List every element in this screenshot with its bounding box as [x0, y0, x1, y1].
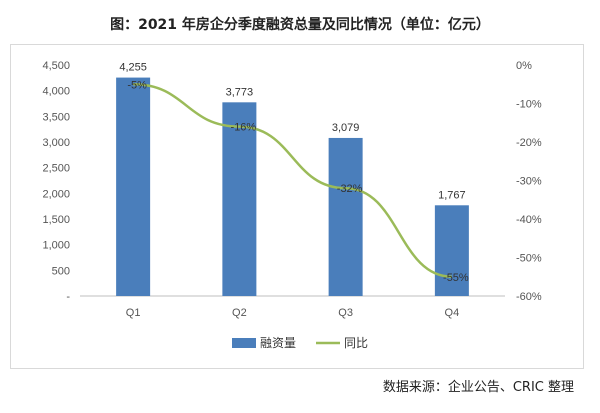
y-left-tick-label-7: 3,500 [42, 111, 70, 123]
y-right-tick-label-1: -10% [516, 99, 542, 111]
y-left-tick-label-1: 500 [52, 265, 70, 277]
bar-label-Q4: 1,767 [438, 189, 466, 201]
x-tick-label-Q1: Q1 [126, 307, 141, 319]
y-left-tick-label-2: 1,000 [42, 240, 70, 252]
y-left-tick-label-8: 4,000 [42, 86, 70, 98]
legend-label-bar: 融资量 [260, 336, 296, 350]
bar-label-Q1: 4,255 [119, 62, 147, 74]
line-label-Q4: -55% [443, 272, 469, 284]
y-left-tick-label-9: 4,500 [42, 60, 70, 72]
y-left-tick-label-0: - [66, 291, 70, 303]
bar-Q3 [328, 137, 363, 296]
line-label-Q2: -16% [231, 122, 257, 134]
line-label-Q1: -5% [127, 79, 147, 91]
line-label-Q3: -32% [337, 183, 363, 195]
line-series-yoy [133, 83, 452, 278]
y-left-tick-label-6: 3,000 [42, 137, 70, 149]
y-left-tick-label-4: 2,000 [42, 188, 70, 200]
bar-Q1 [116, 77, 151, 297]
legend-swatch-bar [232, 338, 256, 348]
bar-label-Q2: 3,773 [226, 86, 254, 98]
bar-Q4 [434, 205, 469, 296]
chart-frame [10, 44, 584, 369]
x-tick-label-Q3: Q3 [338, 307, 353, 319]
y-right-tick-label-3: -30% [516, 176, 542, 188]
y-right-tick-label-5: -50% [516, 253, 542, 265]
y-right-tick-label-2: -20% [516, 137, 542, 149]
y-left-tick-label-3: 1,500 [42, 214, 70, 226]
x-tick-label-Q2: Q2 [232, 307, 247, 319]
bar-label-Q3: 3,079 [332, 122, 360, 134]
data-source: 数据来源：企业公告、CRIC 整理 [382, 380, 574, 395]
y-right-tick-label-6: -60% [516, 291, 542, 303]
bar-Q2 [222, 102, 257, 296]
legend-label-line: 同比 [344, 336, 368, 350]
x-tick-label-Q4: Q4 [445, 307, 460, 319]
y-right-tick-label-4: -40% [516, 214, 542, 226]
y-right-tick-label-0: 0% [516, 60, 532, 72]
chart-title: 图：2021 年房企分季度融资总量及同比情况（单位：亿元） [110, 17, 490, 33]
y-left-tick-label-5: 2,500 [42, 163, 70, 175]
